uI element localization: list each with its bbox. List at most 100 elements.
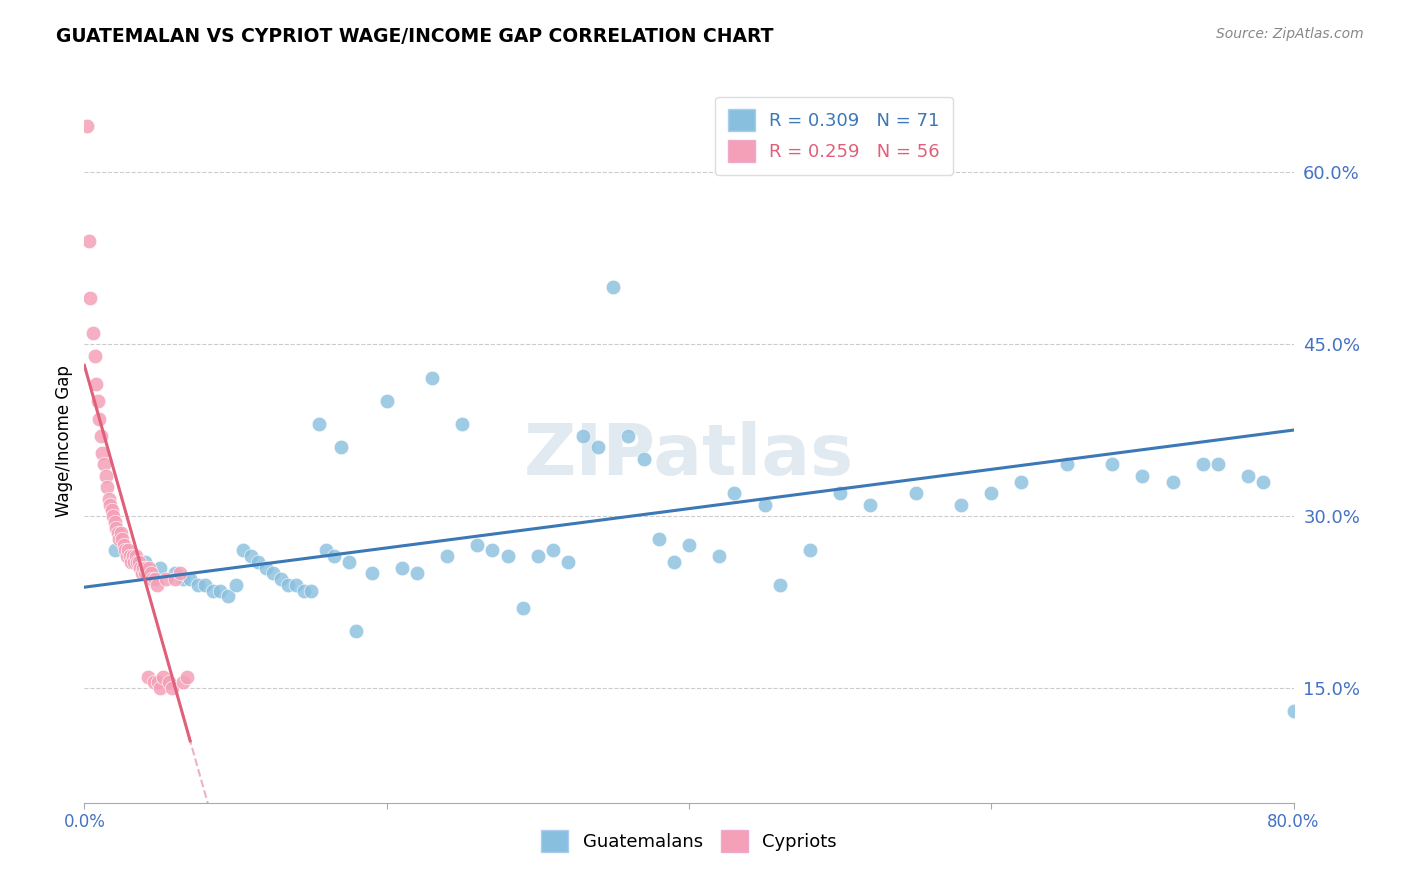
Point (980, 486, 1002, 500)
Point (160, 681, 183, 695)
Point (232, 543, 254, 558)
Point (633, 451, 655, 466)
Point (904, 486, 927, 500)
Point (277, 578, 299, 592)
Point (118, 549, 141, 564)
Point (115, 549, 138, 564)
Point (134, 555, 156, 569)
Point (141, 572, 163, 586)
Point (91, 446, 114, 460)
Point (201, 583, 224, 598)
Text: GUATEMALAN VS CYPRIOT WAGE/INCOME GAP CORRELATION CHART: GUATEMALAN VS CYPRIOT WAGE/INCOME GAP CO… (56, 27, 773, 45)
Point (375, 394, 398, 409)
Point (859, 498, 882, 512)
Point (217, 590, 239, 604)
Point (90, 429, 112, 443)
Point (292, 583, 315, 598)
Point (527, 549, 550, 564)
Point (754, 498, 776, 512)
Point (481, 543, 503, 558)
Point (89, 411, 111, 425)
Point (769, 578, 792, 592)
Point (149, 560, 172, 574)
Point (110, 526, 132, 541)
Point (588, 440, 610, 454)
Point (148, 675, 170, 690)
Point (308, 417, 330, 432)
Point (239, 549, 262, 564)
Point (1237, 469, 1260, 483)
Point (262, 566, 284, 581)
Point (97, 491, 120, 506)
Point (322, 549, 344, 564)
Point (1192, 458, 1215, 472)
Point (541, 543, 564, 558)
Point (678, 538, 700, 552)
Point (315, 543, 337, 558)
Point (98, 498, 121, 512)
Point (950, 498, 973, 512)
Point (105, 520, 128, 534)
Point (496, 549, 519, 564)
Point (100, 503, 122, 517)
Point (247, 555, 270, 569)
Point (145, 572, 167, 586)
Point (172, 572, 194, 586)
Point (114, 543, 136, 558)
Point (799, 543, 821, 558)
Point (1161, 475, 1184, 489)
Point (149, 681, 172, 695)
Point (723, 486, 745, 500)
Point (135, 560, 157, 574)
Point (617, 429, 640, 443)
Text: ZIPatlas: ZIPatlas (524, 422, 853, 491)
Point (391, 560, 413, 574)
Text: Source: ZipAtlas.com: Source: ZipAtlas.com (1216, 27, 1364, 41)
Point (108, 532, 131, 546)
Point (169, 566, 191, 581)
Point (1206, 458, 1229, 472)
Point (1056, 458, 1078, 472)
Point (179, 572, 201, 586)
Point (165, 572, 187, 586)
Point (436, 549, 458, 564)
Point (104, 543, 127, 558)
Point (134, 566, 156, 581)
Point (1253, 475, 1275, 489)
Point (79, 291, 101, 305)
Point (254, 560, 277, 574)
Point (285, 578, 308, 592)
Point (209, 583, 232, 598)
Point (187, 578, 209, 592)
Point (1101, 458, 1123, 472)
Point (467, 538, 489, 552)
Point (138, 560, 160, 574)
Point (87, 394, 110, 409)
Point (121, 549, 143, 564)
Point (360, 566, 382, 581)
Point (155, 572, 177, 586)
Point (176, 670, 198, 684)
Point (451, 417, 474, 432)
Point (194, 578, 217, 592)
Point (830, 486, 852, 500)
Point (1130, 469, 1153, 483)
Point (157, 675, 180, 690)
Point (125, 549, 148, 564)
Point (152, 670, 174, 684)
Point (120, 555, 142, 569)
Point (1011, 475, 1033, 489)
Point (270, 572, 292, 586)
Point (104, 515, 127, 529)
Point (101, 509, 124, 524)
Point (128, 555, 150, 569)
Point (118, 549, 141, 564)
Point (512, 600, 534, 615)
Point (572, 429, 595, 443)
Point (662, 555, 685, 569)
Point (131, 566, 153, 581)
Point (136, 670, 159, 684)
Point (77, 234, 100, 248)
Point (557, 555, 579, 569)
Point (165, 566, 187, 581)
